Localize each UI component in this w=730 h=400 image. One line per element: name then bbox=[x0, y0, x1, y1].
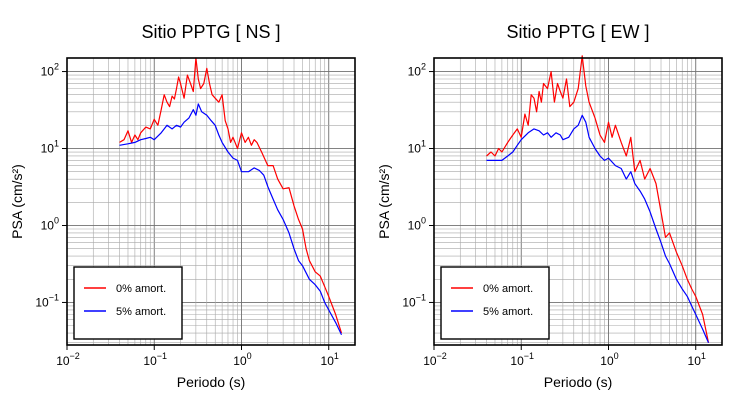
legend-box bbox=[73, 266, 183, 340]
series-line-damping-0 bbox=[119, 57, 343, 334]
chart-title: Sitio PPTG [ NS ] bbox=[141, 22, 280, 42]
plot-frame bbox=[433, 57, 723, 346]
x-tick-label: 10−1 bbox=[510, 351, 534, 368]
y-axis-label: PSA (cm/s²) bbox=[376, 164, 392, 239]
legend-box bbox=[440, 266, 550, 340]
plot-frame bbox=[66, 57, 356, 346]
x-tick-label: 10−2 bbox=[423, 351, 447, 368]
legend-label: 5% amort. bbox=[116, 306, 166, 318]
x-tick-label: 101 bbox=[321, 351, 339, 368]
x-axis-label: Periodo (s) bbox=[544, 374, 612, 390]
legend: 0% amort. 5% amort. bbox=[73, 266, 183, 340]
x-tick-label: 10−2 bbox=[56, 351, 80, 368]
x-tick-label: 100 bbox=[600, 351, 618, 368]
y-axis-label: PSA (cm/s²) bbox=[9, 164, 25, 239]
y-tick-label: 102 bbox=[41, 62, 59, 79]
series-line-damping-5 bbox=[486, 114, 710, 343]
legend: 0% amort. 5% amort. bbox=[440, 266, 550, 340]
series-line-damping-0 bbox=[486, 55, 710, 343]
y-tick-label: 100 bbox=[41, 215, 59, 232]
y-tick-label: 100 bbox=[408, 215, 426, 232]
chart-panel-ew: 10−2 10−1 100 101 10−1 100 101 102 Sitio PPTG [ … bbox=[376, 22, 723, 390]
x-tick-label: 100 bbox=[233, 351, 251, 368]
legend-label: 0% amort. bbox=[116, 283, 166, 295]
legend-label: 5% amort. bbox=[483, 306, 533, 318]
x-tick-label: 10−1 bbox=[143, 351, 167, 368]
y-tick-label: 10−1 bbox=[402, 292, 426, 309]
chart-title: Sitio PPTG [ EW ] bbox=[506, 22, 649, 42]
grid bbox=[433, 58, 723, 345]
legend-label: 0% amort. bbox=[483, 283, 533, 295]
y-tick-label: 101 bbox=[41, 139, 59, 156]
x-axis-label: Periodo (s) bbox=[177, 374, 245, 390]
y-tick-label: 101 bbox=[408, 139, 426, 156]
y-tick-label: 102 bbox=[408, 62, 426, 79]
series-line-damping-5 bbox=[119, 103, 343, 336]
y-tick-label: 10−1 bbox=[35, 292, 59, 309]
x-tick-label: 101 bbox=[688, 351, 706, 368]
chart-panel-ns: 10−2 10−1 100 101 10−1 100 101 102 Sitio PPTG [ … bbox=[9, 22, 356, 390]
